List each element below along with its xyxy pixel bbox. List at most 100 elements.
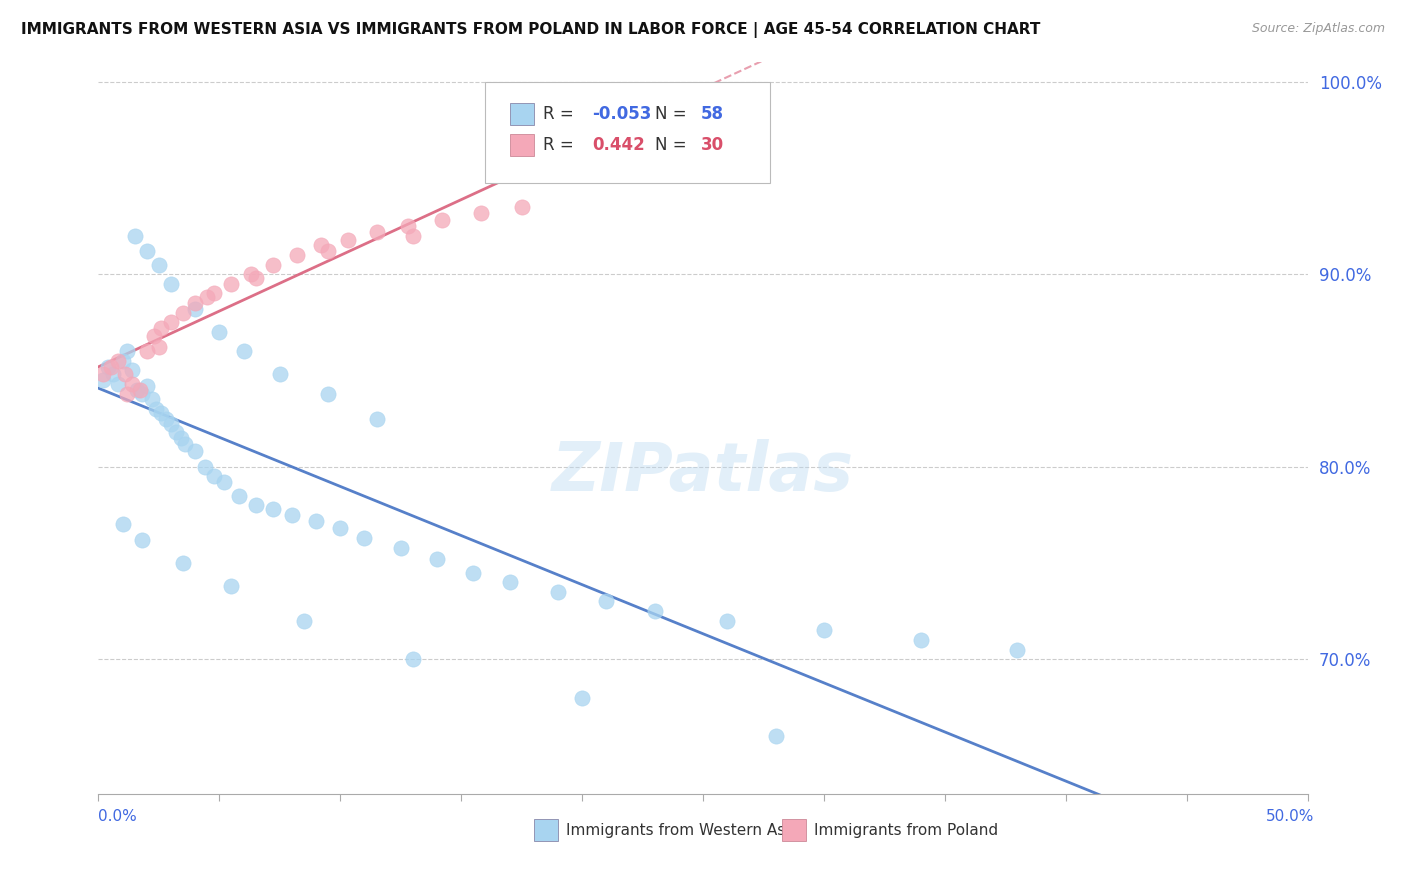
Point [305, 514, 328, 528]
Text: R =: R = [543, 104, 579, 122]
Point [232, 344, 254, 359]
Point [101, 368, 124, 382]
Point [165, 425, 187, 439]
Point [813, 624, 835, 638]
Point [269, 368, 291, 382]
Point [100, 359, 122, 374]
Point [396, 219, 419, 233]
Point [107, 376, 129, 391]
Point [644, 604, 666, 618]
Point [111, 353, 134, 368]
Point [107, 353, 129, 368]
Text: IMMIGRANTS FROM WESTERN ASIA VS IMMIGRANTS FROM POLAND IN LABOR FORCE | AGE 45-5: IMMIGRANTS FROM WESTERN ASIA VS IMMIGRAN… [21, 22, 1040, 38]
Point [148, 340, 170, 354]
Point [204, 469, 226, 483]
Point [765, 729, 787, 743]
Point [336, 233, 359, 247]
Point [316, 386, 339, 401]
Point [430, 213, 453, 227]
Point [195, 290, 218, 304]
Point [172, 556, 194, 570]
Bar [509, 134, 534, 156]
Point [402, 228, 425, 243]
Text: 0.0%: 0.0% [98, 809, 138, 823]
Text: N =: N = [655, 104, 692, 122]
Point [131, 533, 153, 547]
Point [470, 205, 492, 219]
Point [194, 459, 217, 474]
Text: 0.442: 0.442 [592, 136, 644, 154]
Point [124, 228, 146, 243]
Point [212, 475, 235, 489]
Text: Source: ZipAtlas.com: Source: ZipAtlas.com [1251, 22, 1385, 36]
Point [184, 296, 207, 310]
Text: 50.0%: 50.0% [1267, 809, 1315, 823]
Point [245, 498, 267, 512]
Point [145, 401, 167, 416]
Point [353, 531, 375, 545]
Point [114, 368, 136, 382]
Point [141, 392, 163, 407]
Point [117, 344, 139, 359]
Text: ZIPatlas: ZIPatlas [553, 439, 853, 505]
Point [366, 411, 388, 425]
Point [389, 541, 412, 555]
Point [595, 594, 617, 608]
Point [510, 200, 533, 214]
Point [316, 244, 339, 258]
Point [221, 579, 243, 593]
Point [292, 614, 315, 628]
Point [329, 521, 352, 535]
Point [150, 321, 173, 335]
Point [143, 328, 166, 343]
Text: Immigrants from Poland: Immigrants from Poland [814, 823, 998, 838]
Point [463, 566, 485, 580]
Point [150, 406, 173, 420]
Point [221, 277, 243, 291]
Point [127, 383, 149, 397]
Point [716, 614, 738, 628]
Text: Immigrants from Western Asia: Immigrants from Western Asia [567, 823, 799, 838]
Point [426, 552, 449, 566]
Point [117, 386, 139, 401]
Point [281, 508, 304, 522]
Point [239, 267, 262, 281]
Text: N =: N = [655, 136, 692, 154]
Text: R =: R = [543, 136, 579, 154]
Point [160, 277, 183, 291]
Bar [509, 103, 534, 125]
Point [571, 690, 593, 705]
Point [498, 575, 520, 590]
Point [91, 368, 114, 382]
Bar [534, 820, 558, 841]
Point [169, 431, 191, 445]
Point [208, 325, 231, 339]
Point [155, 411, 177, 425]
Point [160, 417, 183, 432]
Point [121, 376, 143, 391]
Point [184, 301, 207, 316]
Text: 30: 30 [700, 136, 724, 154]
Point [262, 502, 284, 516]
Point [131, 386, 153, 401]
Bar [782, 820, 806, 841]
Point [402, 652, 425, 666]
Point [97, 359, 120, 374]
Text: -0.053: -0.053 [592, 104, 651, 122]
Point [366, 225, 388, 239]
Point [285, 248, 308, 262]
Text: 58: 58 [700, 104, 724, 122]
Point [160, 315, 183, 329]
FancyBboxPatch shape [485, 82, 769, 183]
Point [172, 306, 194, 320]
Point [148, 258, 170, 272]
Point [91, 373, 114, 387]
Point [135, 244, 157, 258]
Point [1007, 642, 1029, 657]
Point [245, 271, 267, 285]
Point [204, 286, 226, 301]
Point [228, 489, 250, 503]
Point [111, 517, 134, 532]
Point [547, 584, 569, 599]
Point [910, 632, 932, 647]
